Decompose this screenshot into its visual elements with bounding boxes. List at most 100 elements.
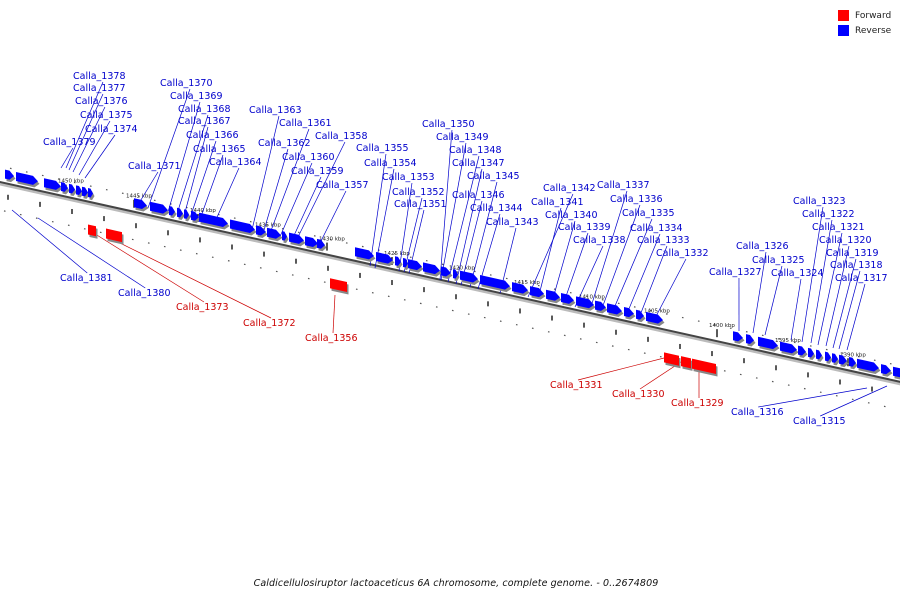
reverse-leader-line: [625, 233, 661, 317]
reverse-leader-line: [527, 193, 574, 298]
reverse-leader-line: [638, 245, 668, 319]
forward-swatch: [838, 10, 849, 21]
forward-gene-label: Calla_1330: [612, 389, 664, 400]
reverse-gene: [256, 225, 266, 236]
reverse-gene: [282, 231, 287, 241]
reverse-leader-line: [447, 155, 480, 283]
reverse-gene-label: Calla_1343: [486, 217, 538, 228]
reverse-gene: [636, 309, 644, 320]
reverse-gene-label: Calla_1336: [610, 194, 662, 205]
reverse-gene-label: Calla_1349: [436, 132, 488, 143]
reverse-gene-label: Calla_1338: [573, 235, 625, 246]
reverse-leader-line: [838, 270, 861, 350]
reverse-leader-line: [176, 114, 209, 215]
legend-forward-label: Forward: [855, 10, 892, 21]
reverse-gene-label: Calla_1374: [85, 124, 137, 135]
reverse-gene: [832, 353, 838, 363]
reverse-gene: [646, 311, 663, 324]
reverse-gene: [849, 356, 856, 367]
reverse-leader-line: [460, 200, 483, 286]
reverse-leader-line: [167, 101, 201, 213]
reverse-gene-label: Calla_1350: [422, 119, 474, 130]
reverse-leader-line: [790, 278, 802, 341]
reverse-gene-label: Calla_1323: [793, 196, 845, 207]
reverse-gene: [816, 349, 822, 360]
reverse-swatch: [838, 25, 849, 36]
reverse-gene-label: Calla_1378: [73, 71, 125, 82]
gene-features: [5, 169, 900, 380]
reverse-gene-label: Calla_1367: [178, 116, 230, 127]
forward-leader-line: [332, 294, 336, 334]
reverse-gene-label: Calla_1379: [43, 137, 95, 148]
reverse-gene: [403, 257, 408, 268]
reverse-gene-label: Calla_1364: [209, 157, 261, 168]
reverse-gene-label: Calla_1370: [160, 78, 212, 89]
reverse-gene: [305, 236, 318, 247]
reverse-leader-line: [295, 141, 346, 242]
reverse-gene: [423, 262, 440, 275]
tick-label: 1405 kbp: [644, 309, 670, 315]
reverse-gene: [881, 364, 891, 375]
reverse-gene: [408, 259, 422, 271]
reverse-gene: [808, 347, 814, 358]
reverse-gene: [758, 336, 778, 350]
reverse-gene: [289, 232, 304, 244]
reverse-gene: [512, 282, 528, 294]
reverse-leader-line: [810, 219, 833, 344]
reverse-leader-line: [455, 168, 483, 285]
reverse-gene-label: Calla_1341: [531, 197, 583, 208]
forward-gene-label: Calla_1329: [671, 398, 723, 409]
reverse-gene-label: Calla_1325: [752, 255, 804, 266]
reverse-leader-line: [250, 115, 280, 235]
reverse-gene-label: Calla_1368: [178, 104, 230, 115]
reverse-gene: [546, 289, 560, 301]
reverse-gene-label: Calla_1361: [279, 118, 331, 129]
axis-line: [0, 180, 900, 383]
reverse-gene: [480, 275, 510, 290]
reverse-gene-label: Calla_1315: [793, 416, 845, 427]
reverse-gene-label: Calla_1355: [356, 143, 408, 154]
reverse-gene-label: Calla_1380: [118, 288, 170, 299]
tick-label: 1390 kbp: [840, 352, 866, 358]
reverse-gene-label: Calla_1363: [249, 105, 301, 116]
reverse-leader-line: [261, 148, 289, 238]
tick-label: 1445 kbp: [126, 194, 152, 200]
reverse-gene: [88, 188, 93, 198]
reverse-leader-line: [268, 128, 310, 237]
reverse-gene: [746, 334, 754, 344]
reverse-leader-line: [37, 217, 146, 289]
reverse-gene-label: Calla_1365: [193, 144, 245, 155]
reverse-leader-line: [278, 162, 313, 240]
reverse-gene: [44, 178, 61, 190]
reverse-gene-label: Calla_1318: [830, 260, 882, 271]
reverse-gene: [839, 354, 847, 365]
reverse-leader-line: [537, 207, 562, 300]
tick-label: 1400 kbp: [709, 323, 735, 329]
reverse-leader-line: [764, 265, 783, 336]
reverse-gene: [355, 247, 374, 260]
reverse-gene: [5, 169, 14, 180]
reverse-gene: [317, 238, 325, 249]
reverse-leader-line: [68, 93, 104, 171]
reverse-gene: [893, 366, 900, 378]
reverse-gene: [441, 266, 451, 277]
reverse-gene-label: Calla_1360: [282, 152, 334, 163]
reverse-leader-line: [817, 232, 843, 346]
tick-label: 1425 kbp: [384, 251, 410, 257]
reverse-leader-line: [403, 197, 423, 273]
forward-gene-label: Calla_1373: [176, 302, 228, 313]
reverse-gene-label: Calla_1354: [364, 158, 416, 169]
reverse-leader-line: [440, 142, 467, 281]
reverse-gene-label: Calla_1319: [826, 248, 878, 259]
forward-leader-line: [91, 231, 205, 303]
reverse-leader-line: [752, 251, 767, 334]
reverse-leader-line: [562, 232, 589, 306]
reverse-gene: [16, 172, 38, 185]
reverse-leader-line: [60, 147, 74, 169]
forward-gene-label: Calla_1331: [550, 380, 602, 391]
reverse-leader-line: [84, 134, 116, 179]
reverse-gene-label: Calla_1339: [558, 222, 610, 233]
reverse-leader-line: [551, 220, 576, 303]
forward-gene: [330, 278, 347, 293]
